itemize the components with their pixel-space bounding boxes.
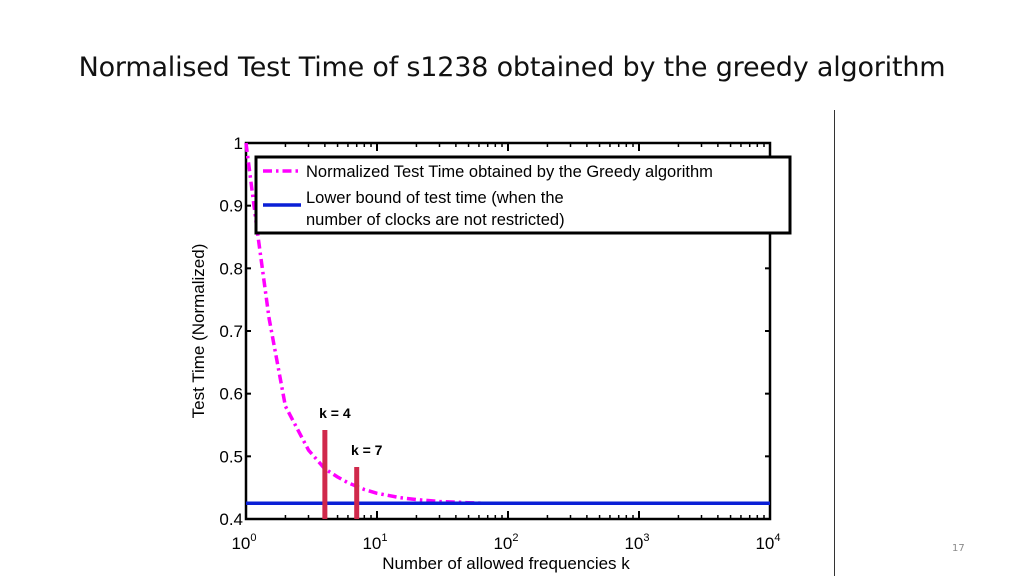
x-tick-labels: 100 101 102 103 104 (231, 532, 780, 553)
y-tick-label: 0.4 (219, 510, 243, 529)
x-tick-label: 101 (362, 532, 387, 553)
vertical-divider (834, 110, 835, 576)
k-marker-label: k = 7 (351, 442, 383, 458)
legend-label-greedy: Normalized Test Time obtained by the Gre… (306, 163, 713, 181)
slide-title: Normalised Test Time of s1238 obtained b… (78, 52, 946, 83)
y-tick-label: 1 (234, 134, 243, 153)
legend-box (254, 155, 792, 235)
y-tick-label: 0.9 (219, 197, 243, 216)
x-tick-label: 102 (493, 532, 518, 553)
y-axis-label: Test Time (Normalized) (189, 244, 208, 419)
y-tick-labels: 0.4 0.5 0.6 0.7 0.8 0.9 1 (219, 134, 243, 529)
legend-label-lower-bound-line1: Lower bound of test time (when the (306, 189, 564, 207)
y-tick-label: 0.7 (219, 322, 243, 341)
x-tick-label: 100 (231, 532, 256, 553)
x-axis-label: Number of allowed frequencies k (382, 554, 630, 573)
marker-layer: k = 4 k = 7 (319, 405, 383, 519)
x-tick-label: 104 (755, 532, 780, 553)
y-tick-label: 0.8 (219, 259, 243, 278)
minor-ticks (284, 143, 765, 519)
x-tick-label: 103 (624, 532, 649, 553)
k-marker-label: k = 4 (319, 405, 351, 421)
legend-label-lower-bound-line2: number of clocks are not restricted) (306, 211, 565, 229)
page-number: 17 (952, 543, 965, 554)
y-tick-label: 0.5 (219, 447, 243, 466)
y-tick-label: 0.6 (219, 385, 243, 404)
legend: Normalized Test Time obtained by the Gre… (254, 155, 792, 235)
